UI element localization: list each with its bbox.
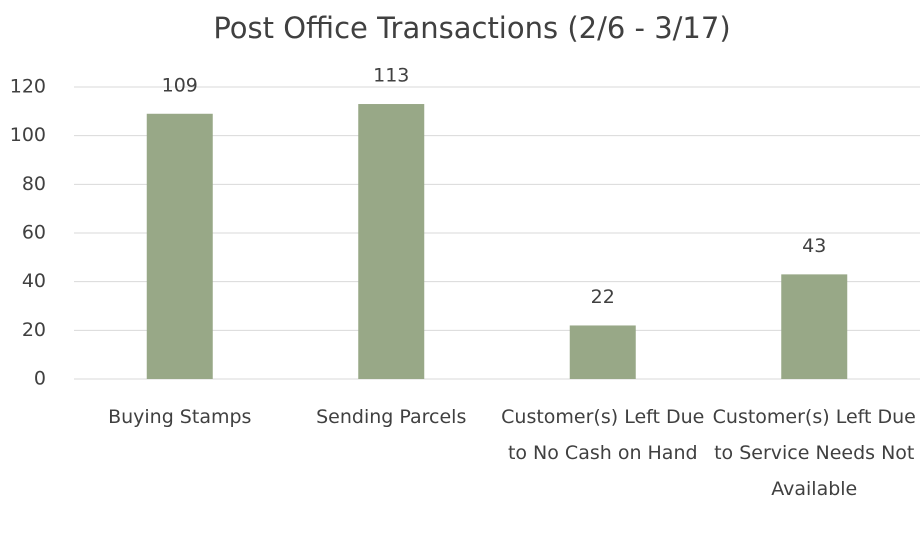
chart-title: Post Office Transactions (2/6 - 3/17) [213,11,730,45]
y-tick-label: 100 [10,124,46,146]
y-tick-label: 60 [22,222,46,244]
y-tick-label: 80 [22,173,46,195]
x-tick-label: Buying Stamps [108,406,251,428]
x-tick-label: Sending Parcels [316,406,466,428]
y-tick-label: 0 [34,368,46,390]
bar [358,104,425,380]
data-label: 113 [373,65,409,87]
bar [146,113,213,380]
data-label: 43 [802,235,826,257]
y-tick-label: 120 [10,76,46,98]
data-label: 109 [162,74,198,96]
x-tick-label: Customer(s) Left Due to No Cash on Hand [501,406,704,464]
bar [569,325,636,379]
y-tick-label: 20 [22,319,46,341]
x-tick-label: Customer(s) Left Due to Service Needs Not… [713,406,916,500]
data-label: 22 [591,286,615,308]
bar [781,274,848,379]
y-tick-label: 40 [22,270,46,292]
